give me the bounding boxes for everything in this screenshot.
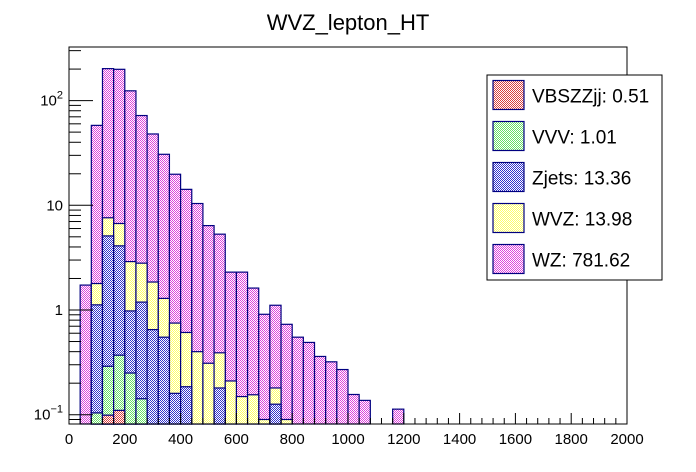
y-tick-label: 10−1 bbox=[34, 404, 63, 424]
bar-zjets-400 bbox=[180, 386, 193, 425]
legend-item-zjets: Zjets: 13.36 bbox=[492, 161, 631, 193]
legend-label: VVV: 1.01 bbox=[532, 128, 617, 149]
x-tick-label: 200 bbox=[112, 431, 137, 448]
x-tick-label: 1400 bbox=[443, 431, 476, 448]
bar-wz-800 bbox=[291, 336, 304, 425]
bar-wvz-760 bbox=[280, 418, 293, 425]
bar-vvv-240 bbox=[135, 398, 148, 425]
legend-swatch bbox=[492, 202, 525, 234]
x-tick-label: 1800 bbox=[555, 431, 588, 448]
bar-wz-920 bbox=[325, 361, 338, 425]
legend-label: WVZ: 13.98 bbox=[532, 210, 632, 231]
bar-wvz-600 bbox=[235, 395, 249, 425]
histogram-bars bbox=[79, 68, 405, 425]
x-tick-label: 2000 bbox=[610, 431, 643, 448]
bar-wz-40 bbox=[79, 284, 92, 425]
x-tick-label: 1200 bbox=[387, 431, 420, 448]
legend-swatch bbox=[492, 161, 525, 193]
bar-wz-1160 bbox=[392, 408, 405, 425]
legend-swatch bbox=[492, 120, 525, 152]
x-tick-label: 1600 bbox=[499, 431, 532, 448]
bar-wvz-640 bbox=[246, 394, 260, 425]
bar-wz-880 bbox=[313, 355, 327, 425]
x-tick-label: 0 bbox=[65, 431, 73, 448]
bar-zjets-720 bbox=[269, 403, 282, 425]
legend-item-wvz: WVZ: 13.98 bbox=[492, 202, 632, 234]
chart-title: WVZ_lepton_HT bbox=[267, 10, 430, 35]
axes: 0 200 400 600 800 1000 1200 1400 1600 1800 2000 10−… bbox=[34, 50, 644, 448]
bar-vvv-200 bbox=[124, 372, 137, 425]
bar-zjets-280 bbox=[146, 328, 159, 425]
legend-item-wz: WZ: 781.62 bbox=[492, 243, 630, 275]
bar-wvz-560 bbox=[224, 380, 238, 425]
x-tick-label: 600 bbox=[224, 431, 249, 448]
x-tick-label: 1000 bbox=[331, 431, 364, 448]
bar-wz-960 bbox=[336, 368, 349, 425]
legend-label: VBSZZjj: 0.51 bbox=[532, 87, 649, 108]
bar-wvz-440 bbox=[191, 351, 204, 425]
series-zjets bbox=[90, 235, 282, 425]
bar-zjets-520 bbox=[213, 387, 226, 425]
legend-item-vvv: VVV: 1.01 bbox=[492, 120, 617, 152]
bar-wvz-680 bbox=[258, 418, 271, 425]
legend: VBSZZjj: 0.51 VVV: 1.01 Zjets: 13.36 WVZ: 1… bbox=[486, 74, 663, 281]
legend-swatch bbox=[492, 243, 525, 275]
bar-wvz-480 bbox=[202, 362, 215, 425]
x-tick-label: 400 bbox=[168, 431, 193, 448]
bar-zjets-360 bbox=[168, 392, 182, 425]
legend-label: Zjets: 13.36 bbox=[532, 169, 631, 190]
legend-label: WZ: 781.62 bbox=[532, 251, 630, 272]
legend-item-vbszzjj: VBSZZjj: 0.51 bbox=[492, 79, 649, 111]
y-tick-label: 102 bbox=[40, 90, 63, 110]
bar-wz-840 bbox=[302, 341, 316, 425]
legend-swatch bbox=[492, 79, 525, 111]
bar-vbszzjj-120 bbox=[101, 414, 115, 425]
bar-zjets-80 bbox=[90, 304, 104, 425]
bar-vbszzjj-160 bbox=[113, 409, 126, 425]
x-tick-label: 800 bbox=[280, 431, 305, 448]
bar-wz-760 bbox=[280, 323, 293, 425]
y-tick-label: 1 bbox=[55, 302, 63, 319]
y-tick-label: 10 bbox=[46, 197, 63, 214]
bar-zjets-320 bbox=[157, 336, 171, 425]
bar-wz-680 bbox=[258, 313, 271, 425]
bar-wz-1000 bbox=[347, 393, 360, 425]
bar-wz-1040 bbox=[358, 399, 371, 425]
